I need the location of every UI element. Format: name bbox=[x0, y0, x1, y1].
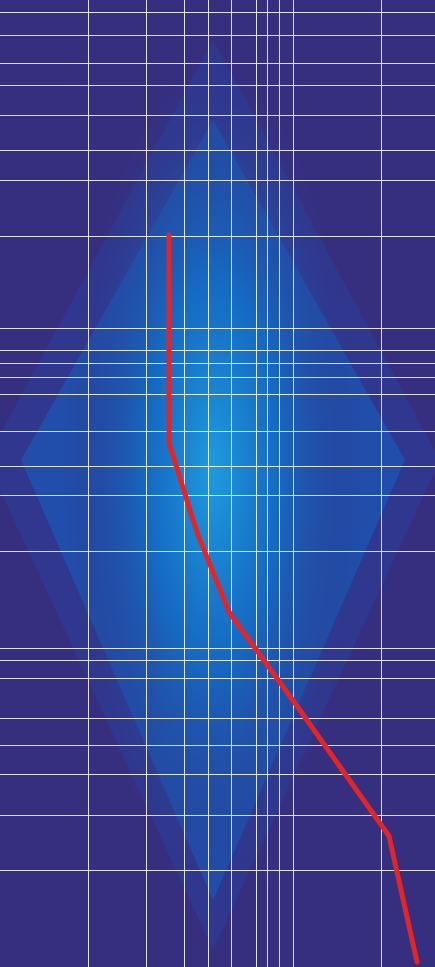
glow-core-region bbox=[63, 40, 363, 900]
trace-line bbox=[166, 232, 420, 965]
